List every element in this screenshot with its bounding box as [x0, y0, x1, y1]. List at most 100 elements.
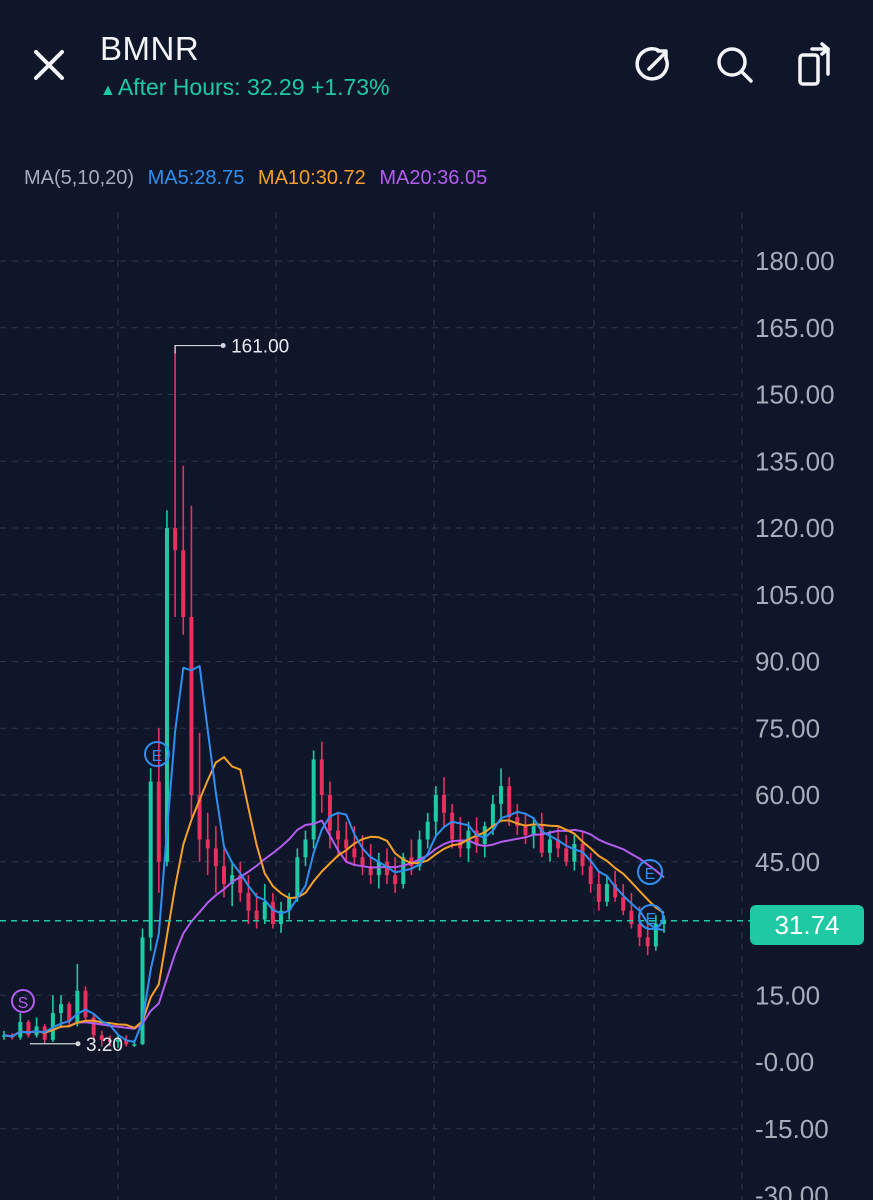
- candle-body: [637, 924, 642, 938]
- candle-body: [287, 897, 292, 911]
- candle-body: [197, 795, 202, 840]
- candle-body: [653, 924, 658, 947]
- close-icon: [34, 50, 64, 80]
- candle-body: [189, 617, 194, 795]
- candle-body: [645, 937, 650, 947]
- candle-body: [124, 1039, 129, 1045]
- marker-s-label: S: [18, 995, 29, 1012]
- candle-body: [499, 786, 504, 804]
- candle-body: [59, 1004, 64, 1014]
- ticker-symbol: BMNR: [100, 30, 200, 67]
- candle-body: [238, 875, 243, 893]
- high-label: 161.00: [231, 337, 289, 358]
- y-axis-labels: 180.00 165.00 150.00 135.00 120.00 105.00 90.0…: [755, 246, 835, 1200]
- y-tick-label: 15.00: [755, 980, 820, 1010]
- candle-body: [83, 990, 88, 1018]
- ma5-value: MA5:28.75: [147, 167, 245, 189]
- ma20-line: [3, 819, 665, 1038]
- candle-body: [433, 795, 438, 822]
- share-icon: [798, 42, 830, 86]
- candle-body: [181, 550, 186, 617]
- event-marker-e2[interactable]: E: [637, 859, 663, 885]
- candle-body: [662, 919, 666, 925]
- y-tick-label: 165.00: [755, 313, 835, 343]
- y-tick-label: -15.00: [755, 1114, 829, 1144]
- compare-button[interactable]: [632, 42, 676, 86]
- candle-body: [376, 861, 381, 876]
- chart-annotations: 161.00 3.20: [0, 337, 750, 1056]
- y-tick-label: 135.00: [755, 446, 835, 476]
- candle-body: [18, 1021, 23, 1038]
- y-tick-label: 60.00: [755, 780, 820, 810]
- share-button[interactable]: [794, 42, 838, 86]
- candle-body: [173, 528, 178, 551]
- candle-body: [164, 528, 169, 862]
- y-tick-label: 180.00: [755, 246, 835, 276]
- moving-averages: [3, 665, 665, 1043]
- search-icon: [717, 47, 753, 83]
- candle-body: [116, 1039, 121, 1042]
- candle-body: [531, 826, 536, 836]
- marker-e2-label: E: [645, 866, 656, 883]
- candle-body: [336, 830, 341, 840]
- event-marker-e1[interactable]: E: [144, 741, 170, 767]
- after-hours-quote: ▲After Hours: 32.29 +1.73%: [100, 74, 390, 101]
- ma-params: MA(5,10,20): [24, 167, 135, 189]
- candle-body: [539, 826, 544, 853]
- candle-body: [572, 843, 577, 862]
- candle-body: [515, 817, 520, 827]
- candle-body: [279, 910, 284, 925]
- candle-body: [26, 1021, 31, 1036]
- candle-body: [311, 759, 316, 840]
- candle-body: [205, 839, 210, 849]
- compare-icon: [635, 47, 669, 81]
- candle-body: [474, 830, 479, 844]
- candles: [2, 345, 666, 1048]
- candle-body: [262, 901, 267, 920]
- candle-body: [409, 857, 414, 867]
- event-marker-e3[interactable]: E: [638, 904, 664, 930]
- candle-body: [613, 884, 618, 898]
- y-tick-label: 45.00: [755, 847, 820, 877]
- search-button[interactable]: [712, 42, 756, 86]
- candle-body: [523, 826, 528, 836]
- close-button[interactable]: [22, 40, 76, 94]
- candle-body: [604, 884, 609, 902]
- current-price-tag: 31.74: [750, 905, 864, 945]
- low-label: 3.20: [86, 1035, 123, 1056]
- high-leader-line: [174, 344, 222, 354]
- candle-body: [140, 937, 145, 1045]
- ma10-line: [3, 756, 665, 1038]
- candle-body: [368, 866, 373, 876]
- candle-body: [319, 759, 324, 795]
- candle-body: [393, 875, 398, 884]
- candle-body: [425, 821, 430, 840]
- candle-body: [91, 1017, 96, 1036]
- candle-body: [344, 839, 349, 849]
- candle-body: [450, 812, 455, 840]
- event-marker-s[interactable]: S: [11, 989, 35, 1013]
- candle-body: [230, 875, 235, 884]
- candle-body: [222, 866, 226, 884]
- candle-body: [490, 803, 495, 827]
- ma20-value: MA20:36.05: [379, 167, 488, 189]
- candle-body: [327, 795, 332, 831]
- candle-body: [156, 781, 161, 862]
- marker-e3-label: E: [646, 911, 657, 928]
- ma-legend: MA(5,10,20) MA5:28.75 MA10:30.72 MA20:36…: [24, 167, 495, 190]
- y-tick-label: 90.00: [755, 647, 820, 677]
- y-tick-label: -0.00: [755, 1047, 814, 1077]
- candle-body: [148, 781, 153, 938]
- candle-body: [75, 990, 80, 1022]
- ma5-line: [3, 665, 665, 1043]
- candle-body: [482, 826, 487, 844]
- candle-body: [254, 910, 259, 920]
- candle-body: [629, 910, 634, 925]
- candle-body: [67, 1004, 72, 1022]
- high-marker-dot: [220, 343, 226, 349]
- candle-body: [596, 884, 601, 902]
- ma10-value: MA10:30.72: [257, 167, 366, 189]
- candle-body: [556, 839, 561, 849]
- candle-body: [417, 839, 422, 867]
